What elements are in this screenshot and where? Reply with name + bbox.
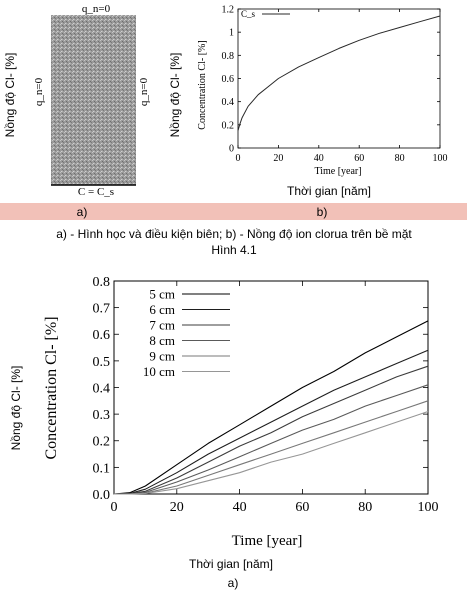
x-tick-label: 0 (111, 500, 118, 515)
legend-label-2: 7 cm (149, 318, 175, 333)
x-tick-label: 80 (395, 153, 405, 164)
y-tick-label: 0.7 (93, 302, 111, 317)
plot-frame (237, 8, 441, 149)
legend-label-3: 8 cm (149, 333, 175, 348)
series-line-5 (114, 410, 429, 495)
series-line-3 (114, 384, 429, 495)
concrete-domain (51, 15, 136, 185)
y-tick-label: 0.3 (93, 408, 111, 423)
y-tick-label: 0.2 (222, 120, 235, 131)
legend-label-1: 6 cm (149, 302, 175, 317)
depth-chart-ylabel-vi: Nồng độ Cl- [%] (9, 366, 23, 451)
x-tick-label: 20 (273, 153, 283, 164)
y-tick-label: 1 (229, 28, 234, 39)
geometry-figure: Nồng độ Cl- [%] q_n=0 q_n=0 q_n=0 C = C_… (3, 3, 150, 219)
depth-concentration-chart: Nồng độ Cl- [%] Concentration Cl- [%] Ti… (9, 275, 439, 590)
y-tick-label: 0.6 (222, 74, 235, 85)
surface-chart-ylabel-vi: Nồng độ Cl- [%] (168, 53, 182, 138)
x-tick-label: 80 (358, 500, 372, 515)
legend-label-0: C_s (241, 9, 256, 19)
series-line-0 (113, 320, 429, 495)
surface-chart-xlabel-vi: Thời gian [năm] (287, 184, 371, 198)
series-line-1 (113, 349, 429, 495)
surface-chart-xlabel: Time [year] (314, 166, 361, 177)
y-tick-label: 0.8 (222, 51, 235, 62)
y-tick-label: 0.6 (93, 328, 111, 343)
x-tick-label: 100 (433, 153, 448, 164)
left-boundary-label: q_n=0 (33, 77, 45, 106)
depth-chart-ylabel: Concentration Cl- [%] (43, 316, 60, 459)
legend-label-5: 10 cm (143, 364, 175, 379)
y-tick-label: 0.4 (93, 381, 111, 396)
x-tick-label: 60 (354, 153, 364, 164)
series-line-4 (114, 400, 429, 495)
depth-chart-xlabel: Time [year] (232, 533, 303, 549)
y-tick-label: 0.4 (222, 97, 235, 108)
right-boundary-label: q_n=0 (138, 77, 150, 106)
surface-chart-ylabel: Concentration Cl- [%] (197, 40, 208, 129)
top-boundary-label: q_n=0 (82, 3, 111, 15)
y-tick-label: 1.2 (222, 5, 235, 16)
y-tick-label: 0 (229, 144, 234, 155)
legend-label-0: 5 cm (149, 287, 175, 302)
x-tick-label: 0 (236, 153, 241, 164)
surface-chart-caption: b) (317, 205, 328, 219)
series-line-0 (237, 15, 441, 131)
y-tick-label: 0.5 (93, 355, 111, 370)
figure-caption-line: a) - Hình học và điều kiện biên; b) - Nồ… (56, 227, 412, 241)
legend-label-4: 9 cm (149, 349, 175, 364)
bottom-boundary-label: C = C_s (78, 186, 114, 198)
y-tick-label: 0.0 (93, 488, 111, 503)
x-tick-label: 40 (314, 153, 324, 164)
figure-number: Hình 4.1 (211, 243, 257, 257)
y-tick-label: 0.1 (93, 461, 111, 476)
depth-chart-caption: a) (228, 576, 239, 590)
y-tick-label: 0.8 (93, 275, 111, 290)
series-line-2 (113, 365, 429, 495)
caption-highlight (0, 203, 467, 220)
geometry-caption: a) (77, 205, 88, 219)
x-tick-label: 100 (418, 500, 439, 515)
y-tick-label: 0.2 (93, 435, 111, 450)
depth-chart-xlabel-vi: Thời gian [năm] (189, 557, 273, 571)
surface-concentration-chart: Nồng độ Cl- [%] Concentration Cl- [%] Ti… (168, 5, 448, 220)
geometry-ylabel: Nồng độ Cl- [%] (3, 53, 17, 138)
x-tick-label: 60 (295, 500, 309, 515)
x-tick-label: 40 (233, 500, 247, 515)
x-tick-label: 20 (170, 500, 184, 515)
